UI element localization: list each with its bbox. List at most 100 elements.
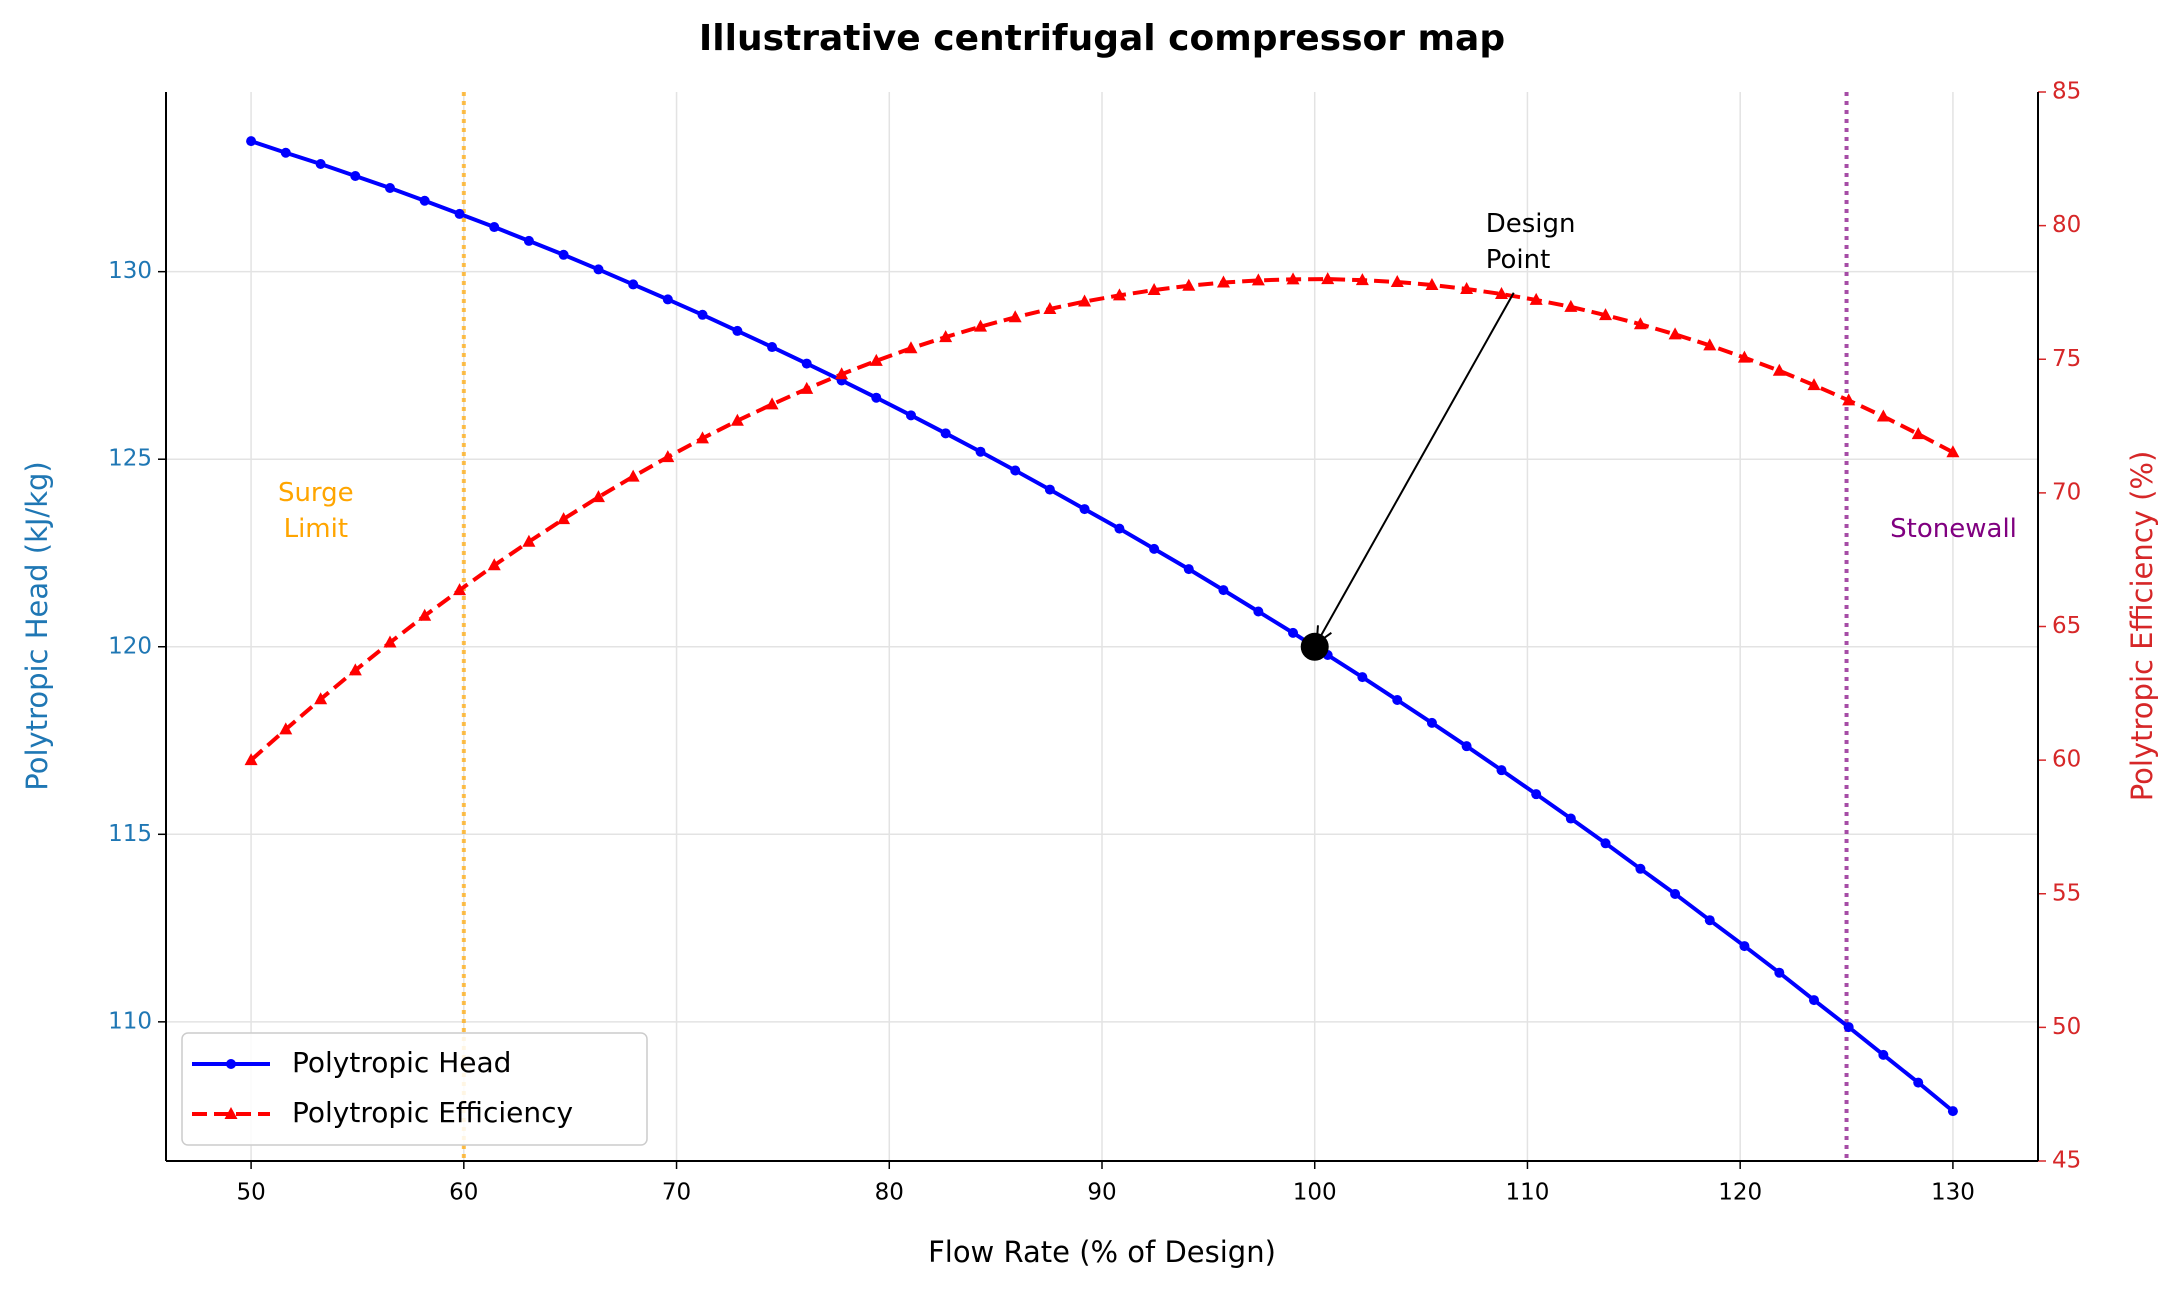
- annotation-arrowhead: [1315, 625, 1332, 646]
- marker: [1182, 278, 1196, 291]
- marker: [244, 753, 258, 766]
- y-axis-label: Polytropic Head (kJ/kg): [20, 461, 54, 790]
- marker: [869, 353, 883, 366]
- y2-tick-label: 75: [2052, 346, 2081, 372]
- marker: [279, 722, 293, 735]
- marker: [1531, 789, 1542, 800]
- marker: [1843, 1022, 1854, 1033]
- marker: [940, 428, 951, 439]
- marker: [1495, 287, 1509, 300]
- marker: [1112, 288, 1126, 301]
- y-tick-label: 115: [108, 821, 152, 847]
- y2-tick-label: 50: [2052, 1014, 2081, 1040]
- marker: [661, 450, 675, 463]
- marker: [1114, 523, 1125, 534]
- series-line: [249, 277, 1954, 762]
- y2-tick-label: 85: [2052, 79, 2081, 105]
- marker: [1808, 995, 1819, 1006]
- marker: [835, 367, 849, 380]
- marker: [418, 608, 432, 621]
- marker: [975, 446, 986, 457]
- x-tick-label: 130: [1931, 1180, 1975, 1206]
- y-tick-label: 110: [108, 1008, 152, 1034]
- marker: [1670, 888, 1681, 899]
- x-tick-label: 50: [236, 1180, 265, 1206]
- reference-label: Surge Limit: [278, 478, 354, 544]
- marker: [800, 381, 814, 394]
- marker: [315, 159, 326, 170]
- marker: [1496, 765, 1507, 776]
- x-tick-label: 100: [1293, 1180, 1337, 1206]
- marker: [1357, 672, 1368, 683]
- y2-tick-label: 65: [2052, 613, 2081, 639]
- annotation-text-line: Design: [1486, 208, 1576, 238]
- marker: [1703, 338, 1717, 351]
- x-tick-label: 120: [1718, 1180, 1762, 1206]
- marker: [1251, 273, 1265, 286]
- marker: [1878, 1049, 1889, 1060]
- marker: [1911, 427, 1925, 440]
- marker: [487, 558, 501, 571]
- marker: [695, 431, 709, 444]
- marker: [522, 534, 536, 547]
- marker: [1078, 294, 1092, 307]
- marker: [801, 358, 812, 369]
- marker: [767, 342, 778, 353]
- legend-marker: [226, 1059, 236, 1069]
- marker: [1321, 272, 1335, 285]
- marker: [348, 663, 362, 676]
- marker: [626, 469, 640, 482]
- marker: [1668, 327, 1682, 340]
- marker: [1876, 409, 1890, 422]
- marker: [1633, 317, 1647, 330]
- marker: [1288, 627, 1299, 638]
- annotation-arrow: [1315, 292, 1515, 644]
- reference-label: Stonewall: [1890, 514, 2017, 544]
- marker: [1635, 863, 1646, 874]
- y2-tick-label: 55: [2052, 880, 2081, 906]
- marker: [974, 319, 988, 332]
- marker: [1529, 292, 1543, 305]
- annotation-text: Design Point: [1486, 208, 1576, 274]
- y2-tick-label: 60: [2052, 747, 2081, 773]
- marker: [1218, 585, 1229, 596]
- marker: [1807, 378, 1821, 391]
- marker: [1737, 350, 1751, 363]
- marker: [628, 279, 639, 290]
- marker: [1425, 277, 1439, 290]
- marker: [871, 392, 882, 403]
- x-tick-label: 110: [1506, 1180, 1550, 1206]
- marker: [489, 222, 500, 233]
- marker: [1600, 838, 1611, 849]
- marker: [732, 325, 743, 336]
- marker: [454, 208, 465, 219]
- y-tick-label: 125: [108, 446, 152, 472]
- marker: [1772, 363, 1786, 376]
- marker: [905, 410, 916, 421]
- y-tick-label: 120: [108, 633, 152, 659]
- marker: [1564, 299, 1578, 312]
- marker: [662, 294, 673, 305]
- x-tick-label: 60: [449, 1180, 478, 1206]
- marker: [1008, 310, 1022, 323]
- marker: [1147, 283, 1161, 296]
- marker: [1010, 465, 1021, 476]
- y2-tick-label: 70: [2052, 479, 2081, 505]
- marker: [1253, 606, 1264, 617]
- y2-axis-label: Polytropic Efficiency (%): [2125, 451, 2159, 802]
- marker: [1461, 741, 1472, 752]
- marker: [280, 147, 291, 158]
- marker: [1390, 275, 1404, 288]
- marker: [730, 413, 744, 426]
- marker: [246, 136, 257, 147]
- marker: [1149, 543, 1160, 554]
- x-axis-label: Flow Rate (% of Design): [928, 1235, 1276, 1269]
- marker: [1774, 967, 1785, 978]
- reference-label-line: Surge: [278, 478, 354, 508]
- legend-label: Polytropic Efficiency: [292, 1096, 573, 1129]
- series-line: [250, 139, 1955, 1113]
- marker: [1286, 272, 1300, 285]
- marker: [385, 183, 396, 194]
- marker: [419, 195, 430, 206]
- marker: [1460, 281, 1474, 294]
